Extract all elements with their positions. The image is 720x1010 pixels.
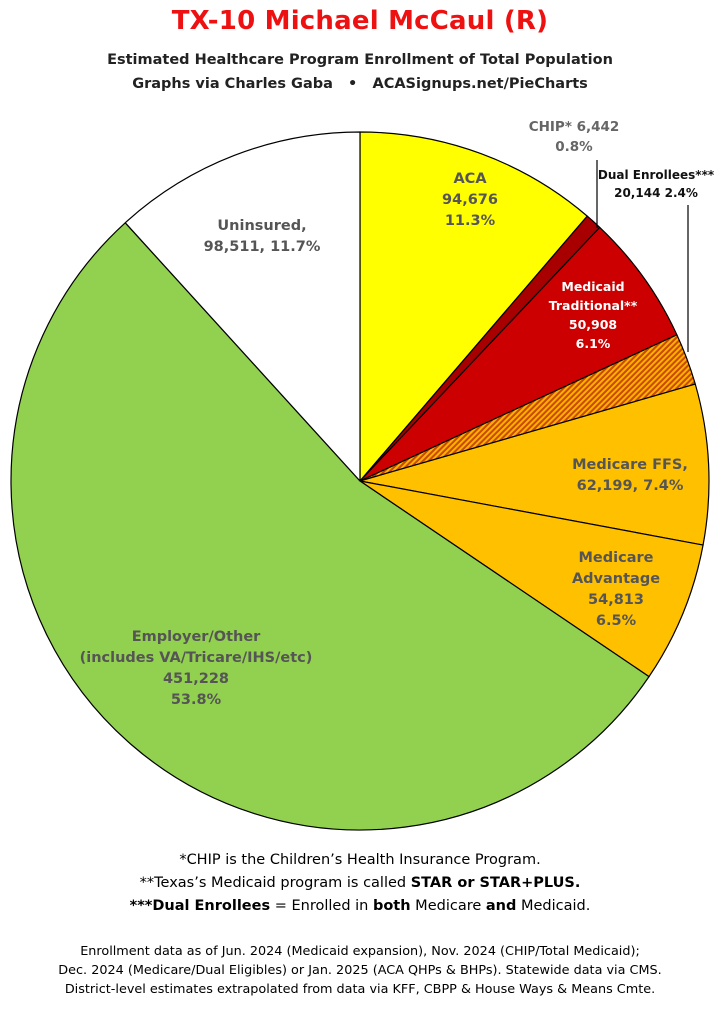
source-line-1: Enrollment data as of Jun. 2024 (Medicai… — [80, 944, 640, 959]
pie-slice-employer-other — [10, 222, 650, 831]
footnote-chip: *CHIP is the Children’s Health Insurance… — [179, 852, 541, 868]
chart-title: TX-10 Michael McCaul (R) — [171, 6, 549, 36]
footnote-medicaid: **Texas’s Medicaid program is called STA… — [139, 875, 581, 891]
slice-label-chip: CHIP* 6,442 0.8% — [529, 119, 620, 155]
pie-slice-medicare-ffs — [359, 383, 710, 546]
pie-slice-medicaid-traditional — [359, 226, 678, 482]
footnote-dual: ***Dual Enrollees = Enrolled in both Med… — [129, 898, 591, 914]
chart-credit: Graphs via Charles Gaba • ACASignups.net… — [132, 76, 588, 92]
slice-label-medicare-ffs: Medicare FFS, 62,199, 7.4% — [572, 457, 688, 494]
slice-label-aca: ACA 94,676 11.3% — [442, 171, 498, 229]
source-line-2: Dec. 2024 (Medicare/Dual Eligibles) or J… — [58, 963, 662, 978]
chart-subtitle: Estimated Healthcare Program Enrollment … — [107, 52, 613, 68]
slice-label-medicaid-traditional: Medicaid Traditional** 50,908 6.1% — [549, 279, 638, 351]
pie-slice-medicare-advantage — [359, 480, 704, 678]
slice-label-dual-enrollees: Dual Enrollees*** 20,144 2.4% — [598, 168, 715, 200]
pie-slice-uninsured — [124, 131, 361, 482]
slice-label-medicare-advantage: Medicare Advantage 54,813 6.5% — [572, 550, 660, 629]
slice-label-employer-other: Employer/Other (includes VA/Tricare/IHS/e… — [80, 629, 313, 708]
pie-slice-aca — [359, 131, 588, 482]
slice-label-uninsured: Uninsured, 98,511, 11.7% — [204, 218, 321, 255]
source-line-3: District-level estimates extrapolated fr… — [64, 982, 656, 997]
